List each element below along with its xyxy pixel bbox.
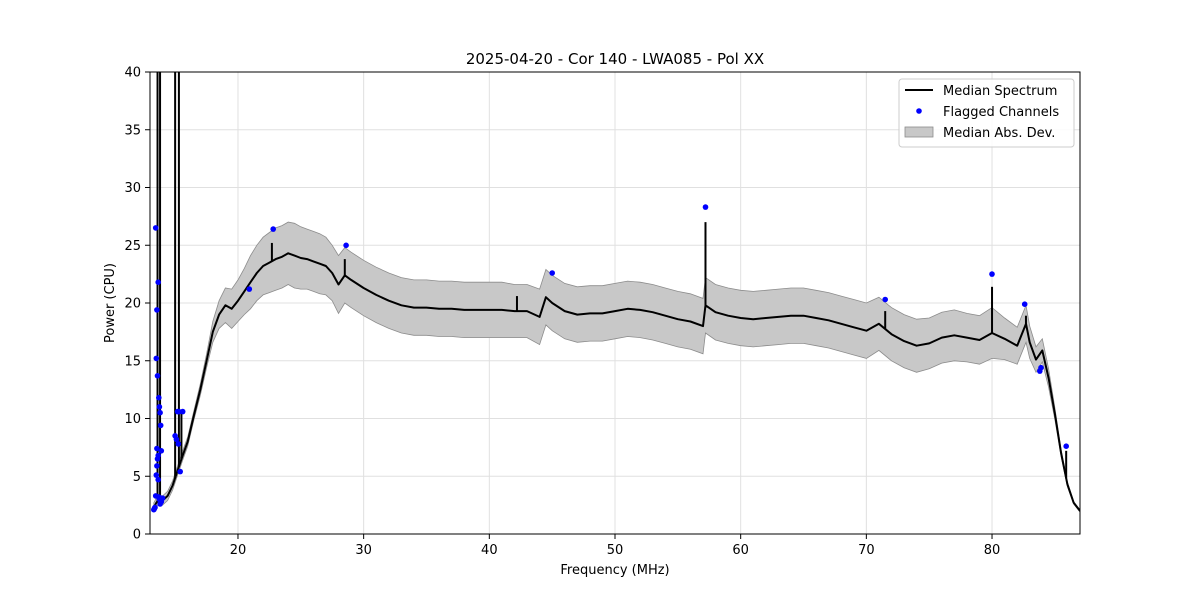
mad-band [153,221,1080,513]
flagged-point-10 [157,422,164,429]
flagged-point-38 [1063,443,1069,450]
flagged-point-39 [151,505,158,512]
flagged-point-40 [152,493,159,499]
y-tick-label-15: 15 [124,354,141,369]
flagged-point-32 [702,204,709,210]
flagged-point-29 [270,226,277,232]
y-tick-label-25: 25 [124,239,141,254]
flagged-point-33 [882,296,888,303]
median-line-layer [152,252,1080,512]
x-tick-label-50: 50 [607,543,624,558]
flagged-point-6 [155,279,161,286]
flagged-point-8 [156,404,163,410]
chart-title: 2025-04-20 - Cor 140 - LWA085 - Pol XX [466,50,764,68]
y-axis-title: Power (CPU) [103,263,118,343]
flagged-point-13 [154,463,160,469]
axes: 20 30 40 50 60 70 80 0 5 10 15 20 25 30 35 40 [124,66,1081,558]
legend: Median Spectrum Flagged Channels Median … [898,78,1075,148]
flagged-point-34 [989,271,995,277]
x-tick-label-40: 40 [481,543,498,558]
legend-band-swatch [904,126,934,138]
y-tick-label-10: 10 [124,412,141,427]
flagged-point-42 [155,476,161,483]
x-tick-label-70: 70 [858,543,875,558]
legend-label-median: Median Spectrum [943,84,1057,99]
y-tick-label-30: 30 [124,181,141,196]
x-tick-label-80: 80 [984,543,1001,558]
y-tick-label-40: 40 [124,66,141,81]
legend-label-mad: Median Abs. Dev. [943,126,1055,141]
legend-flag-swatch [916,108,922,114]
flagged-point-12 [153,472,160,478]
flagged-point-3 [153,355,160,362]
flagged-point-9 [157,409,163,416]
flagged-point-5 [154,373,161,379]
y-tick-label-5: 5 [133,470,141,485]
flagged-point-35 [1021,301,1028,308]
x-axis-title: Frequency (MHz) [560,563,669,578]
flagged-point-27 [175,441,182,447]
flagged-point-37 [1038,364,1044,371]
x-tick-label-30: 30 [355,543,372,558]
spike-layer [156,72,1068,502]
flagged-point-31 [549,270,555,276]
y-tick-label-35: 35 [124,123,141,138]
flagged-point-41 [154,445,160,452]
flagged-point-4 [154,307,160,313]
y-tick-label-20: 20 [124,297,141,312]
flagged-point-28 [246,286,253,292]
flagged-point-26 [179,408,186,415]
mad-band-layer [153,221,1080,513]
flagged-point-25 [177,468,183,475]
flagged-point-30 [343,242,349,249]
flagged-point-15 [155,452,161,459]
flagged-point-7 [156,394,162,401]
legend-label-flagged: Flagged Channels [943,105,1059,120]
x-tick-label-20: 20 [230,543,247,558]
flagged-points-layer [151,204,1069,513]
flagged-point-2 [152,225,159,231]
median-spectrum-line [152,252,1080,512]
x-tick-label-60: 60 [732,543,749,558]
y-tick-label-0: 0 [133,528,141,543]
flagged-point-11 [158,448,165,454]
flagged-point-20 [159,495,166,502]
flagged-point-22 [173,436,180,443]
legend-frame [898,78,1075,148]
